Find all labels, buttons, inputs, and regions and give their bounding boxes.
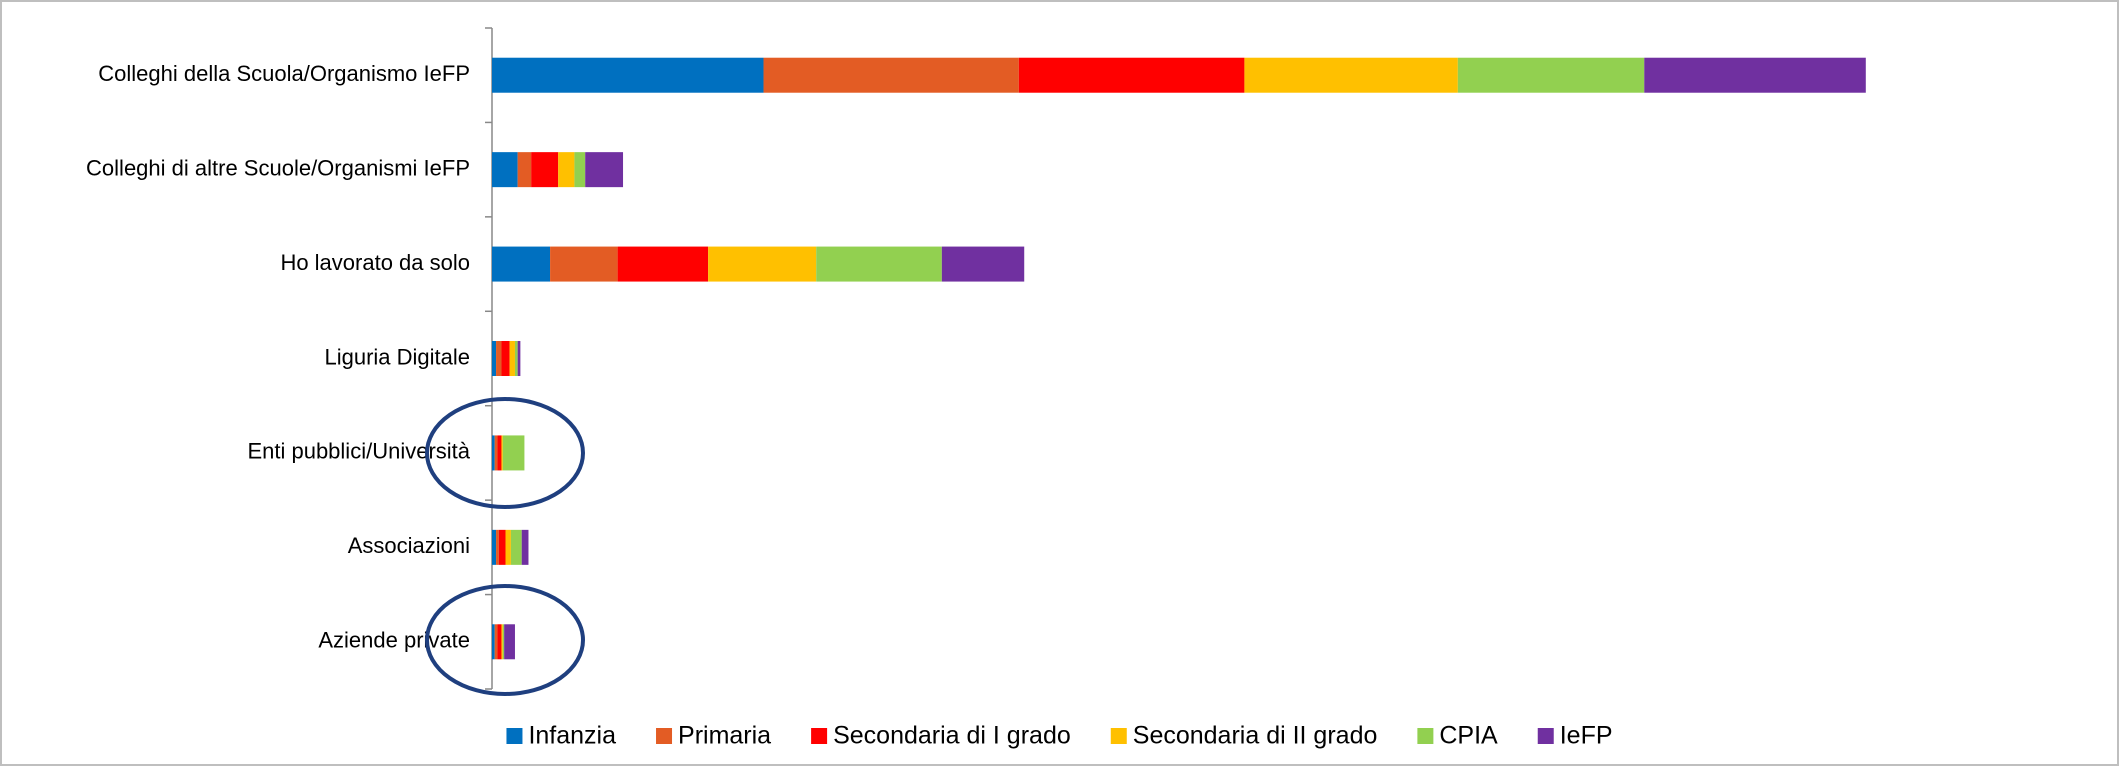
legend-label: Infanzia (528, 722, 616, 750)
legend-swatch (1537, 728, 1554, 744)
plot: Colleghi della Scuola/Organismo IeFP Coll… (86, 27, 1866, 750)
legend-swatch (811, 728, 828, 744)
category-label: Colleghi di altre Scuole/Organismi IeFP (86, 155, 470, 180)
bar-segment (496, 529, 499, 565)
bar-segment (763, 57, 1019, 93)
bar-segment (941, 246, 1025, 282)
bar-segment (1244, 57, 1458, 93)
legend-swatch (506, 728, 523, 744)
bar-segment (574, 152, 586, 188)
bar-segment (498, 529, 506, 565)
bar-segment (504, 624, 515, 660)
legend-swatch (656, 728, 673, 744)
bar-segment (492, 435, 495, 471)
bar-segment (550, 246, 618, 282)
bar-segment (509, 341, 515, 376)
bar-segment (492, 57, 764, 93)
bar-segment (497, 435, 502, 471)
category-label: Colleghi della Scuola/Organismo IeFP (98, 61, 470, 86)
bar-segment (497, 624, 502, 660)
bar-segment (816, 246, 942, 282)
bar-segment (502, 435, 525, 471)
bar-segment (502, 624, 505, 660)
legend-label: Secondaria di II grado (1133, 722, 1378, 750)
legend-swatch (1417, 728, 1434, 744)
bar-segment (492, 246, 551, 282)
category-label: Enti pubblici/Università (247, 439, 470, 464)
legend-label: Primaria (678, 722, 771, 750)
bar-segment (1018, 57, 1245, 93)
bar-segment (531, 152, 559, 188)
highlight-circle (425, 397, 585, 509)
bar-segment (494, 435, 498, 471)
highlight-circle (425, 584, 585, 696)
bar-segment (708, 246, 817, 282)
bar-segment (492, 341, 497, 376)
bar-segment (1457, 57, 1645, 93)
bar-segment (514, 341, 518, 376)
bar-segment (617, 246, 709, 282)
bar-segment (505, 529, 511, 565)
bar-segment (492, 529, 497, 565)
bar-segment (501, 435, 503, 471)
category-label: Aziende private (318, 628, 470, 653)
legend-label: Secondaria di I grado (833, 722, 1071, 750)
bar-segment (517, 152, 532, 188)
bar-segment (1644, 57, 1866, 93)
bar-segment (585, 152, 624, 188)
legend-label: CPIA (1439, 722, 1498, 750)
category-label: Associazioni (348, 533, 470, 558)
category-label: Liguria Digitale (324, 344, 470, 369)
category-label: Ho lavorato da solo (280, 250, 470, 275)
bar-segment (496, 341, 502, 376)
bar-segment (494, 624, 498, 660)
bar-segment (510, 529, 522, 565)
legend-label: IeFP (1560, 722, 1613, 750)
bar-segment (521, 529, 529, 565)
bar-segment (558, 152, 575, 188)
bar-segment (492, 152, 518, 188)
bar-segment (492, 624, 495, 660)
bar-segment (501, 624, 503, 660)
bar-segment (517, 341, 521, 376)
legend-swatch (1110, 728, 1127, 744)
bar-segment (501, 341, 510, 376)
